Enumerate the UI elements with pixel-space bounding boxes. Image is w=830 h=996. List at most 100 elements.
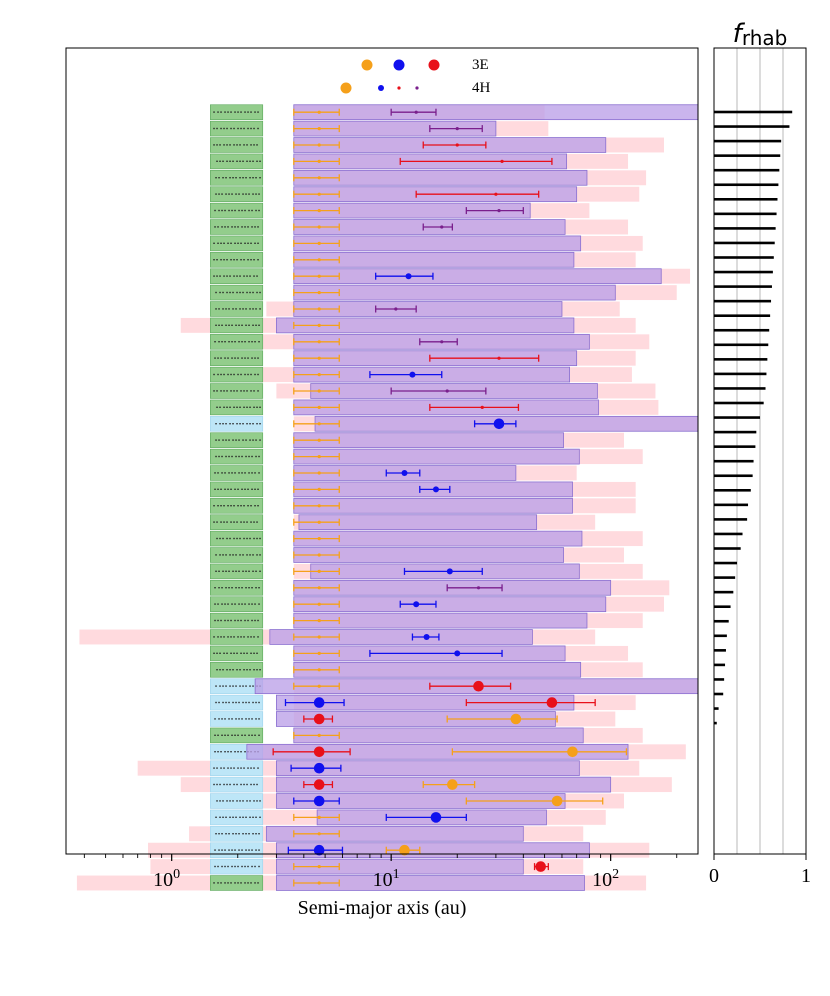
star-row: [210, 153, 629, 170]
reference-planet-marker: [317, 586, 321, 590]
hz-sample-dot: [222, 800, 224, 802]
hz-sample-dot: [240, 242, 242, 244]
hz-sample-dot: [247, 226, 249, 228]
hz-sample-dot: [251, 734, 253, 736]
hz-sample-dot: [239, 537, 241, 540]
hz-sample-dot: [249, 554, 251, 556]
hz-sample-dot: [218, 455, 220, 458]
hz-sample-dot: [234, 111, 236, 113]
hz-sample-dot: [231, 734, 233, 736]
hz-sample-dot: [241, 472, 243, 474]
hz-sample-dot: [237, 734, 239, 736]
frhab-bar: [714, 518, 748, 521]
hz-sample-dot: [246, 291, 248, 294]
star-row: [79, 629, 596, 645]
hz-sample-dot: [255, 177, 257, 179]
hz-sample-dot: [249, 800, 251, 802]
hz-sample-dot: [251, 865, 253, 868]
hz-sample-dot: [244, 472, 246, 474]
hz-sample-dot: [253, 636, 255, 638]
hz-sample-dot: [216, 783, 218, 786]
hz-sample-dot: [225, 701, 227, 704]
hz-sample-dot: [244, 488, 246, 490]
hz-sample-dot: [225, 324, 227, 326]
stability-range-violet: [276, 858, 524, 875]
hz-sample-dot: [216, 127, 218, 130]
hz-sample-dot: [218, 570, 220, 572]
frhab-bar: [714, 270, 773, 274]
hz-sample-dot: [220, 242, 222, 244]
hz-sample-dot: [221, 849, 223, 851]
hz-sample-dot: [258, 324, 260, 326]
hz-sample-dot: [252, 701, 254, 704]
hz-sample-dot: [219, 783, 221, 786]
hz-sample-dot: [238, 341, 240, 343]
frhab-bar: [714, 227, 776, 230]
hz-sample-dot: [229, 685, 231, 687]
hz-sample-dot: [241, 209, 243, 212]
hz-sample-dot: [222, 423, 224, 425]
hz-sample-dot: [229, 160, 231, 162]
hz-sample-dot: [253, 669, 255, 671]
habitable-zone-band: [210, 760, 264, 776]
hz-sample-dot: [232, 177, 234, 179]
hz-sample-dot: [216, 800, 218, 802]
hz-sample-dot: [225, 587, 227, 589]
legend-marker-blue: [393, 59, 405, 71]
hz-sample-dot: [251, 341, 253, 343]
hz-sample-dot: [224, 111, 226, 113]
hz-sample-dot: [213, 652, 215, 654]
frhab-bar: [714, 430, 757, 434]
hz-sample-dot: [229, 177, 231, 179]
hz-sample-dot: [220, 767, 222, 769]
hz-sample-dot: [225, 308, 227, 310]
hz-sample-dot: [252, 439, 254, 441]
hz-sample-dot: [240, 259, 242, 261]
hz-sample-dot: [238, 849, 240, 851]
hz-sample-dot: [259, 669, 261, 671]
hz-sample-dot: [234, 734, 236, 736]
hz-sample-dot: [257, 127, 259, 130]
hz-sample-dot: [238, 439, 240, 441]
star-row: [210, 694, 636, 711]
reference-planet-marker: [317, 373, 321, 377]
hz-sample-dot: [227, 603, 229, 605]
main-plot-frame: [65, 47, 699, 855]
hz-sample-dot: [254, 488, 256, 490]
hz-sample-dot: [247, 619, 249, 622]
hz-sample-dot: [230, 373, 232, 376]
hz-sample-dot: [253, 800, 255, 802]
reference-planet-marker: [317, 487, 321, 491]
hz-sample-dot: [259, 308, 261, 310]
hz-sample-dot: [255, 718, 257, 720]
frhab-bar: [714, 343, 769, 347]
hz-sample-dot: [225, 439, 227, 441]
hz-sample-dot: [232, 308, 234, 310]
hz-sample-dot: [246, 669, 248, 671]
hz-sample-dot: [250, 144, 252, 146]
reference-planet-marker: [317, 241, 321, 245]
legend-marker-blue: [378, 85, 384, 91]
hz-sample-dot: [227, 865, 229, 868]
hz-sample-dot: [221, 734, 223, 736]
hz-sample-dot: [215, 554, 217, 556]
hz-sample-dot: [246, 160, 248, 162]
hz-sample-dot: [234, 603, 236, 605]
hz-sample-dot: [218, 209, 220, 212]
hz-sample-dot: [231, 472, 233, 474]
hz-sample-dot: [234, 341, 236, 343]
reference-planet-marker: [317, 832, 321, 836]
hz-sample-dot: [241, 587, 243, 589]
star-row: [210, 284, 677, 301]
hz-sample-dot: [238, 718, 240, 720]
hz-sample-dot: [231, 341, 233, 343]
hz-sample-dot: [248, 603, 250, 605]
reference-planet-marker: [317, 143, 321, 147]
hz-sample-dot: [257, 242, 259, 244]
reference-planet-marker: [317, 455, 321, 459]
reference-planet-marker: [317, 537, 321, 541]
hz-sample-dot: [214, 587, 216, 589]
x-axis: 100 101 102: [83, 854, 678, 891]
hz-sample-dot: [234, 357, 236, 359]
